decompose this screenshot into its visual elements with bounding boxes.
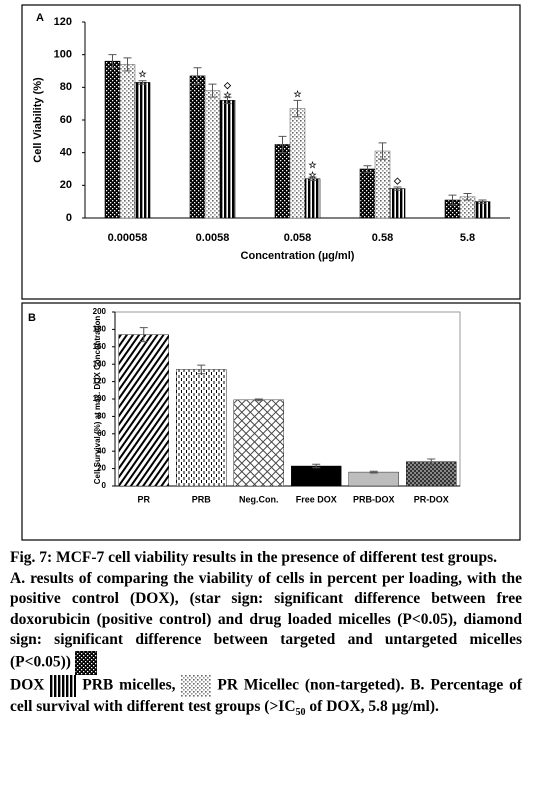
error-bar	[208, 83, 217, 98]
figure: A Cell Viability (%) Concentration (µg/ml)…	[21, 4, 521, 541]
panel-b-frame	[21, 302, 521, 541]
x-tick-label: Free DOX	[296, 494, 337, 504]
x-tick-label: 0.058	[284, 232, 312, 244]
x-tick-label: 0.58	[372, 232, 393, 244]
y-tick-label: 100	[54, 49, 72, 61]
caption: Fig. 7: MCF-7 cell viability results in …	[10, 548, 522, 723]
y-tick-label: 120	[54, 16, 72, 28]
x-tick-label: PRB-DOX	[353, 494, 395, 504]
bar	[474, 201, 491, 219]
bar	[134, 82, 151, 219]
significance-marker: ◇	[393, 175, 402, 185]
significance-marker: ◇ ☆	[223, 81, 232, 101]
error-bar	[312, 463, 321, 469]
error-bar	[308, 176, 317, 181]
y-tick-label: 0	[102, 481, 107, 490]
y-tick-label: 100	[93, 394, 107, 403]
x-tick-label: 5.8	[460, 232, 475, 244]
bar	[189, 75, 206, 219]
bar	[204, 90, 221, 219]
error-bar	[478, 199, 487, 204]
significance-marker: ☆	[138, 69, 147, 79]
caption-text: A. results of comparing the viability of…	[10, 569, 522, 671]
error-bar	[139, 327, 148, 343]
icon-dox	[74, 650, 97, 675]
icon-prb	[50, 674, 77, 697]
caption-sub: 50	[295, 706, 306, 718]
error-bar	[463, 193, 472, 201]
error-bar	[448, 194, 457, 206]
y-tick-label: 40	[97, 446, 106, 455]
caption-title: Fig. 7: MCF-7 cell viability results in …	[10, 549, 498, 566]
error-bar	[193, 67, 202, 85]
bar	[119, 64, 136, 219]
bar	[304, 178, 321, 219]
x-tick-label: PR-DOX	[414, 494, 449, 504]
x-axis-label: Concentration (µg/ml)	[241, 250, 355, 262]
y-tick-label: 160	[93, 342, 107, 351]
y-tick-label: 80	[60, 81, 72, 93]
caption-text: DOX	[10, 676, 45, 694]
bar	[118, 334, 169, 487]
y-tick-label: 20	[97, 464, 106, 473]
y-tick-label: 200	[93, 307, 107, 316]
error-bar	[427, 458, 436, 465]
bar	[274, 144, 291, 219]
significance-marker: ☆ ☆	[308, 161, 317, 181]
bar	[406, 461, 457, 487]
y-tick-label: 0	[66, 212, 72, 224]
y-tick-label: 60	[97, 429, 106, 438]
bar	[348, 471, 399, 487]
error-bar	[223, 96, 232, 105]
y-axis-label: Cell Viability (%)	[32, 77, 44, 163]
bar	[104, 60, 121, 219]
caption-body: A. results of comparing the viability of…	[10, 569, 522, 724]
error-bar	[108, 54, 117, 69]
y-tick-label: 180	[93, 325, 107, 334]
bar	[233, 399, 284, 487]
x-tick-label: PR	[137, 494, 150, 504]
x-tick-label: PRB	[192, 494, 212, 504]
panel-label: B	[28, 312, 36, 324]
x-tick-label: 0.0058	[196, 232, 230, 244]
caption-text: of DOX, 5.8 µg/ml).	[305, 697, 439, 715]
bar	[374, 150, 391, 219]
x-tick-label: 0.00058	[108, 232, 148, 244]
error-bar	[138, 80, 147, 85]
error-bar	[393, 186, 402, 191]
caption-text: PRB micelles,	[82, 676, 176, 694]
bar	[176, 369, 227, 487]
significance-marker: ☆	[293, 89, 302, 99]
y-tick-label: 60	[60, 114, 72, 126]
bar	[359, 168, 376, 219]
error-bar	[363, 165, 372, 173]
x-tick-label: Neg.Con.	[239, 494, 279, 504]
error-bar	[197, 364, 206, 375]
error-bar	[278, 135, 287, 154]
bar	[291, 465, 342, 487]
bar	[389, 188, 406, 219]
panel-label: A	[36, 12, 44, 24]
y-tick-label: 120	[93, 377, 107, 386]
bar	[219, 100, 236, 219]
y-tick-label: 140	[93, 359, 107, 368]
y-tick-label: 80	[97, 412, 106, 421]
y-tick-label: 40	[60, 147, 72, 159]
icon-pr	[181, 674, 212, 697]
error-bar	[378, 142, 387, 160]
caption-text: PR Micellec (non-targeted). B. Percentag…	[10, 676, 523, 715]
y-axis-label: Cell Survival (%) at max. DOX Concentrat…	[93, 316, 102, 485]
error-bar	[123, 57, 132, 72]
error-bar	[293, 99, 302, 118]
panel-a-frame	[21, 4, 521, 300]
bar	[289, 108, 306, 219]
y-tick-label: 20	[60, 179, 72, 191]
error-bar	[369, 470, 378, 474]
error-bar	[254, 398, 263, 402]
